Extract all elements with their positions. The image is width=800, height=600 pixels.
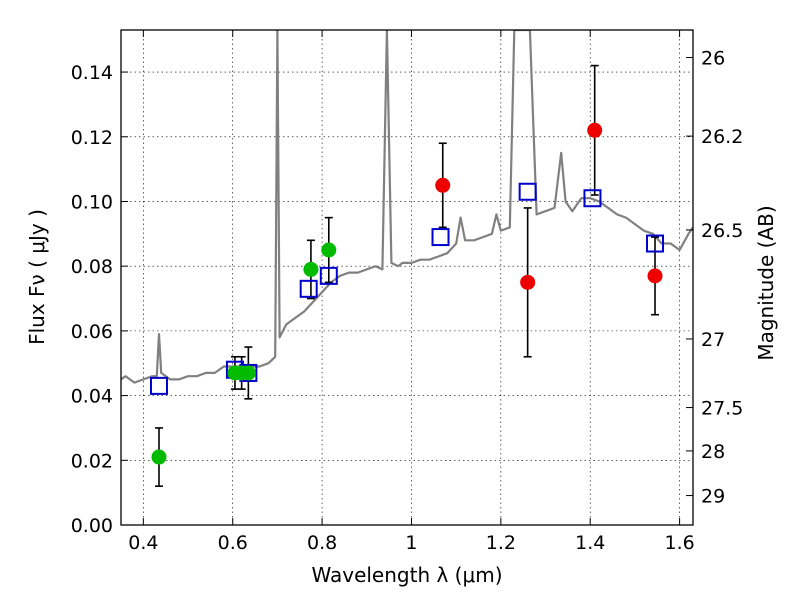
- gridlines: [121, 30, 693, 525]
- model-photometry-point: [583, 189, 602, 208]
- x-tick-label: 0.8: [307, 532, 337, 554]
- y-tick-label: 0.08: [71, 256, 113, 278]
- x-tick-label: 0.6: [218, 532, 248, 554]
- infrared-photometry-point: [587, 122, 603, 138]
- model-photometry-point: [319, 266, 338, 285]
- mag-tick-label: 27: [701, 329, 725, 351]
- y-tick-label: 0.12: [71, 127, 113, 149]
- mag-tick-label: 26.5: [701, 220, 743, 242]
- y2-axis-label: Magnitude (AB): [754, 205, 778, 360]
- axis-ticks: 0.4 0.6 0.8 1 1.2 1.4 1.6 0.00 0.02 0.04 0.06 0.08 0…: [71, 30, 743, 554]
- x-tick-label: 0.4: [128, 532, 158, 554]
- infrared-photometry-point: [647, 268, 663, 284]
- y-tick-label: 0.10: [71, 191, 113, 213]
- infrared-photometry-point: [520, 274, 536, 290]
- x-tick-label: 1.2: [486, 532, 516, 554]
- y-tick-label: 0.02: [71, 450, 113, 472]
- optical-photometry-point: [321, 242, 337, 258]
- x-tick-label: 1.4: [575, 532, 605, 554]
- y-tick-label: 0.04: [71, 386, 113, 408]
- mag-tick-label: 26: [701, 48, 725, 70]
- infrared-photometry-point: [435, 177, 451, 193]
- model-photometry-point: [646, 234, 665, 253]
- model-photometry-point: [149, 376, 168, 395]
- optical-photometry-point: [151, 449, 167, 465]
- model-photometry-point: [299, 279, 318, 298]
- model-photometry-point: [518, 182, 537, 201]
- optical-photometry-point: [240, 365, 256, 381]
- x-tick-label: 1: [405, 532, 417, 554]
- y-tick-label: 0.00: [71, 515, 113, 537]
- plot-area: [121, 30, 693, 487]
- spectrum-line: [121, 30, 693, 384]
- plot-frame: [120, 29, 694, 526]
- x-axis-label: Wavelength λ (μm): [311, 563, 502, 587]
- y-tick-label: 0.06: [71, 321, 113, 343]
- mag-tick-label: 28: [701, 441, 725, 463]
- y-axis-label: Flux Fν ( μJy ): [25, 209, 49, 345]
- mag-tick-label: 29: [701, 486, 725, 508]
- model-photometry-point: [431, 228, 450, 247]
- mag-tick-label: 26.2: [701, 126, 743, 148]
- y-tick-label: 0.14: [71, 62, 113, 84]
- optical-photometry-point: [303, 261, 319, 277]
- mag-tick-label: 27.5: [701, 398, 743, 420]
- x-tick-label: 1.6: [664, 532, 694, 554]
